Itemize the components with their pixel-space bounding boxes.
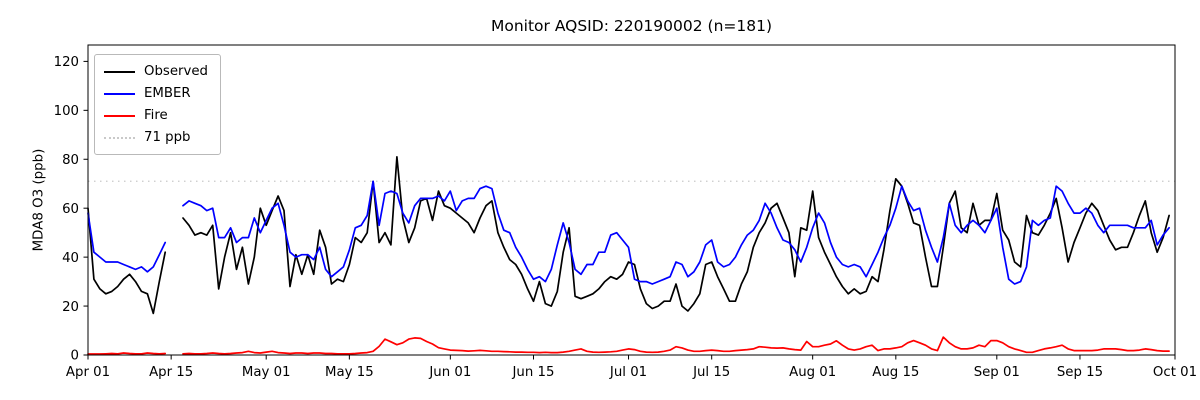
y-tick-label: 120 xyxy=(54,55,79,70)
legend: Observed EMBER Fire 71 ppb xyxy=(94,54,221,155)
x-tick-label: Jul 01 xyxy=(609,365,647,380)
y-axis-label: MDA8 O3 (ppb) xyxy=(31,148,47,252)
y-tick-label: 20 xyxy=(62,300,79,315)
y-tick-label: 80 xyxy=(62,153,79,168)
fire-line xyxy=(87,336,1170,355)
observed-line xyxy=(87,155,1170,315)
x-tick-label: Apr 01 xyxy=(66,365,110,380)
legend-item-label: 71 ppb xyxy=(144,130,191,145)
x-tick-label: Aug 15 xyxy=(872,365,919,380)
x-tick-label: Jun 15 xyxy=(512,365,555,380)
legend-item-label: Observed xyxy=(144,64,208,79)
legend-item-observed: Observed xyxy=(104,61,208,82)
legend-item-fire: Fire xyxy=(104,105,208,126)
legend-line-sample xyxy=(104,70,135,73)
y-tick-label: 40 xyxy=(62,251,79,266)
x-tick-label: Sep 01 xyxy=(974,365,1020,380)
x-tick-label: Jul 15 xyxy=(692,365,730,380)
legend-item-71-ppb: 71 ppb xyxy=(104,127,208,148)
x-tick-label: Oct 01 xyxy=(1153,365,1197,380)
y-tick-label: 60 xyxy=(62,202,79,217)
legend-item-label: Fire xyxy=(144,108,168,123)
y-tick-label: 0 xyxy=(71,349,79,364)
legend-line-sample xyxy=(104,136,135,139)
x-tick-label: Jun 01 xyxy=(428,365,471,380)
x-tick-label: Aug 01 xyxy=(789,365,836,380)
x-tick-label: Sep 15 xyxy=(1057,365,1103,380)
legend-line-sample xyxy=(104,114,135,117)
x-tick-label: May 01 xyxy=(242,365,291,380)
plot-border xyxy=(87,44,1176,356)
x-tick-label: May 15 xyxy=(325,365,374,380)
legend-item-label: EMBER xyxy=(144,86,191,101)
legend-item-ember: EMBER xyxy=(104,83,208,104)
ember-line xyxy=(87,180,1170,285)
x-tick-label: Apr 15 xyxy=(149,365,193,380)
y-tick-label: 100 xyxy=(54,104,79,119)
chart-title: Monitor AQSID: 220190002 (n=181) xyxy=(490,17,773,35)
legend-line-sample xyxy=(104,92,135,95)
